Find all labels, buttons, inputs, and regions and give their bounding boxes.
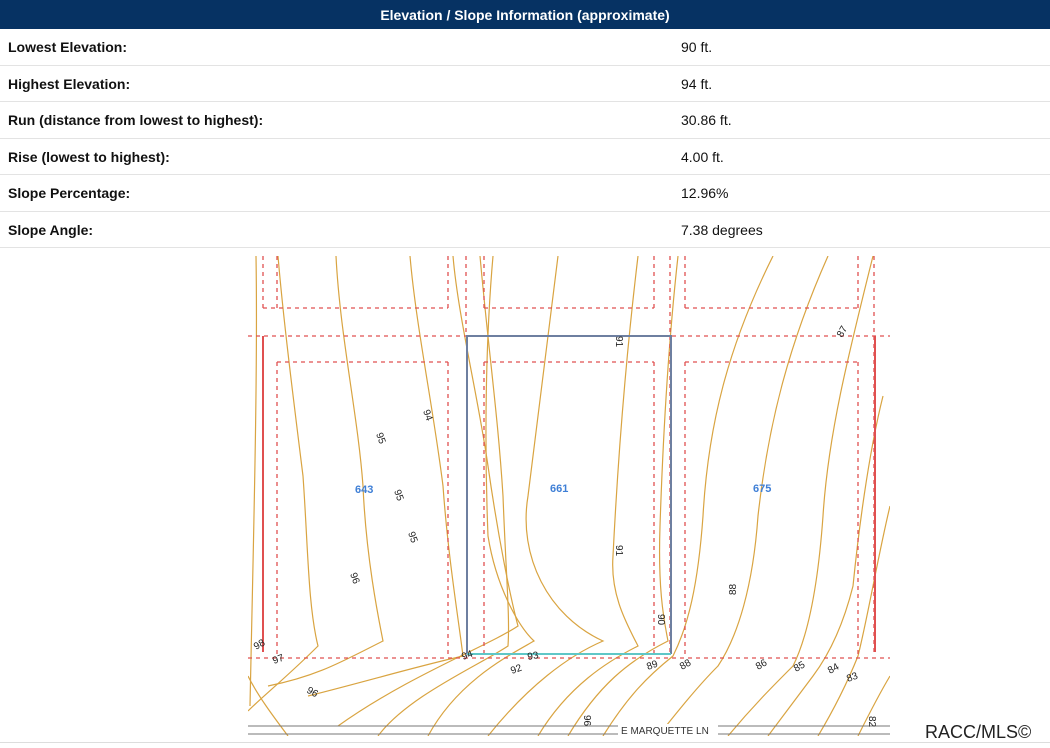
subject-parcel [466, 335, 672, 654]
row-rise: Rise (lowest to highest): 4.00 ft. [0, 139, 1050, 175]
contour-label: 97 [271, 653, 286, 667]
row-value: 7.38 degrees [681, 221, 763, 238]
contour-label: 98 [252, 637, 268, 652]
lot-number-661: 661 [550, 483, 568, 495]
row-label: Slope Percentage: [8, 185, 131, 201]
row-label: Lowest Elevation: [8, 39, 128, 55]
contour-label: 86 [754, 657, 770, 672]
row-label: Run (distance from lowest to highest): [8, 112, 264, 128]
contour-label: 94 [460, 649, 475, 663]
contour-label: 96 [347, 571, 361, 586]
elevation-header: Elevation / Slope Information (approxima… [0, 0, 1050, 29]
contour-label: 96 [581, 715, 592, 727]
contour-label: 85 [792, 659, 808, 674]
contour-label: 91 [613, 336, 624, 348]
row-value: 90 ft. [681, 39, 713, 55]
contour-label: 94 [420, 408, 434, 423]
contour-lines [248, 256, 890, 736]
row-label: Highest Elevation: [8, 75, 131, 92]
row-lowest-elevation: Lowest Elevation: 90 ft. [0, 29, 1050, 66]
contour-label: 95 [373, 431, 387, 446]
contour-label: 93 [527, 650, 540, 663]
contour-label: 89 [645, 659, 660, 673]
row-value: 30.86 ft. [681, 112, 732, 128]
topo-map-svg: 643 661 675 91 87 94 95 95 95 96 91 88 9… [248, 256, 890, 736]
row-value: 4.00 ft. [681, 148, 724, 165]
row-label: Slope Angle: [8, 221, 94, 238]
contour-label: 90 [655, 614, 666, 626]
row-value: 94 ft. [681, 75, 713, 92]
row-label: Rise (lowest to highest): [8, 148, 170, 165]
contour-label: 88 [678, 657, 694, 672]
street-label-bg [618, 724, 718, 736]
lot-boundaries [248, 256, 890, 659]
solid-lot-lines [262, 336, 876, 652]
row-highest-elevation: Highest Elevation: 94 ft. [0, 66, 1050, 102]
page-divider [0, 742, 1050, 743]
contour-label: 87 [835, 324, 850, 340]
contour-labels: 91 87 94 95 95 95 96 91 88 90 98 97 94 9… [252, 324, 877, 728]
contour-label: 96 [305, 685, 321, 700]
elevation-table: Lowest Elevation: 90 ft. Highest Elevati… [0, 29, 1050, 248]
row-slope-angle: Slope Angle: 7.38 degrees [0, 212, 1050, 248]
row-slope-percentage: Slope Percentage: 12.96% [0, 175, 1050, 212]
contour-label: 84 [826, 661, 842, 676]
contour-label: 82 [866, 716, 877, 728]
contour-label: 92 [509, 663, 524, 677]
elevation-title: Elevation / Slope Information (approxima… [380, 6, 670, 23]
lot-number-675: 675 [753, 483, 771, 495]
street-label: E MARQUETTE LN [621, 726, 709, 736]
contour-label: 95 [405, 530, 419, 545]
topo-map: 643 661 675 91 87 94 95 95 95 96 91 88 9… [248, 256, 890, 736]
row-run: Run (distance from lowest to highest): 3… [0, 102, 1050, 139]
contour-label: 95 [391, 488, 405, 503]
contour-label: 88 [728, 583, 739, 595]
street-edges [248, 725, 890, 735]
row-value: 12.96% [681, 185, 729, 201]
lot-number-643: 643 [355, 484, 373, 496]
contour-label: 83 [845, 671, 860, 685]
contour-label: 91 [613, 545, 624, 557]
mls-watermark: RACC/MLS© [925, 722, 1032, 742]
